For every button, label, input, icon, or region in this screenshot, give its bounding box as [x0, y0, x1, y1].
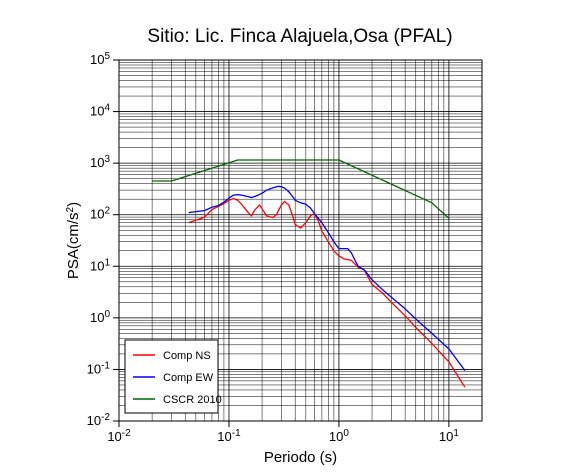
y-tick-label: 104	[90, 102, 110, 119]
y-tick-base: 10	[90, 52, 104, 67]
x-axis-label: Periodo (s)	[264, 449, 337, 466]
y-tick-base: 10	[90, 310, 104, 325]
y-tick-exp: -2	[101, 412, 110, 423]
legend-label: CSCR 2010	[163, 394, 222, 406]
y-tick-exp: 4	[104, 102, 110, 113]
y-tick-exp: 0	[104, 308, 110, 319]
y-tick-base: 10	[87, 361, 101, 376]
x-tick-base: 10	[439, 429, 453, 444]
x-tick-exp: -2	[122, 428, 131, 439]
y-axis-label-end: )	[65, 202, 82, 207]
legend: Comp NS Comp EW CSCR 2010	[124, 339, 222, 414]
y-tick-label: 101	[90, 257, 110, 274]
x-tick-base: 10	[217, 429, 231, 444]
chart-title: Sitio: Lic. Finca Alajuela,Osa (PFAL)	[147, 26, 452, 47]
grid-lines	[118, 59, 483, 422]
y-tick-label: 100	[90, 308, 110, 325]
x-tick-label: 10-1	[217, 428, 241, 445]
series-line-cscr-2010	[152, 159, 450, 219]
series-lines	[152, 159, 466, 388]
y-tick-label: 105	[90, 51, 110, 68]
y-tick-exp: 5	[104, 51, 110, 62]
y-axis-label-sup: 2	[65, 206, 76, 212]
series-line-comp-ns	[188, 197, 466, 388]
y-tick-base: 10	[90, 258, 104, 273]
x-tick-exp: 0	[343, 428, 349, 439]
x-tick-label: 101	[439, 428, 459, 445]
x-tick-label: 100	[329, 428, 349, 445]
x-tick-exp: 1	[453, 428, 459, 439]
y-axis-label: PSA(cm/s2)	[65, 202, 83, 279]
y-tick-base: 10	[90, 104, 104, 119]
y-tick-label: 10-2	[87, 412, 111, 429]
x-tick-exp: -1	[232, 428, 241, 439]
y-tick-label: 10-1	[87, 360, 111, 377]
y-tick-base: 10	[87, 413, 101, 428]
y-tick-exp: 1	[104, 257, 110, 268]
y-tick-base: 10	[90, 155, 104, 170]
x-tick-base: 10	[329, 429, 343, 444]
y-tick-label: 102	[90, 205, 110, 222]
y-tick-exp: 3	[104, 154, 110, 165]
x-tick-base: 10	[107, 429, 121, 444]
y-tick-exp: 2	[104, 205, 110, 216]
y-tick-exp: -1	[101, 360, 110, 371]
series-line-comp-ew	[188, 185, 466, 371]
x-tick-label: 10-2	[107, 428, 131, 445]
legend-label: Comp NS	[163, 350, 211, 362]
y-tick-base: 10	[90, 207, 104, 222]
y-axis-label-main: PSA(cm/s	[65, 212, 82, 279]
legend-label: Comp EW	[163, 372, 214, 384]
y-tick-label: 103	[90, 154, 110, 171]
plot-frame	[118, 59, 483, 422]
